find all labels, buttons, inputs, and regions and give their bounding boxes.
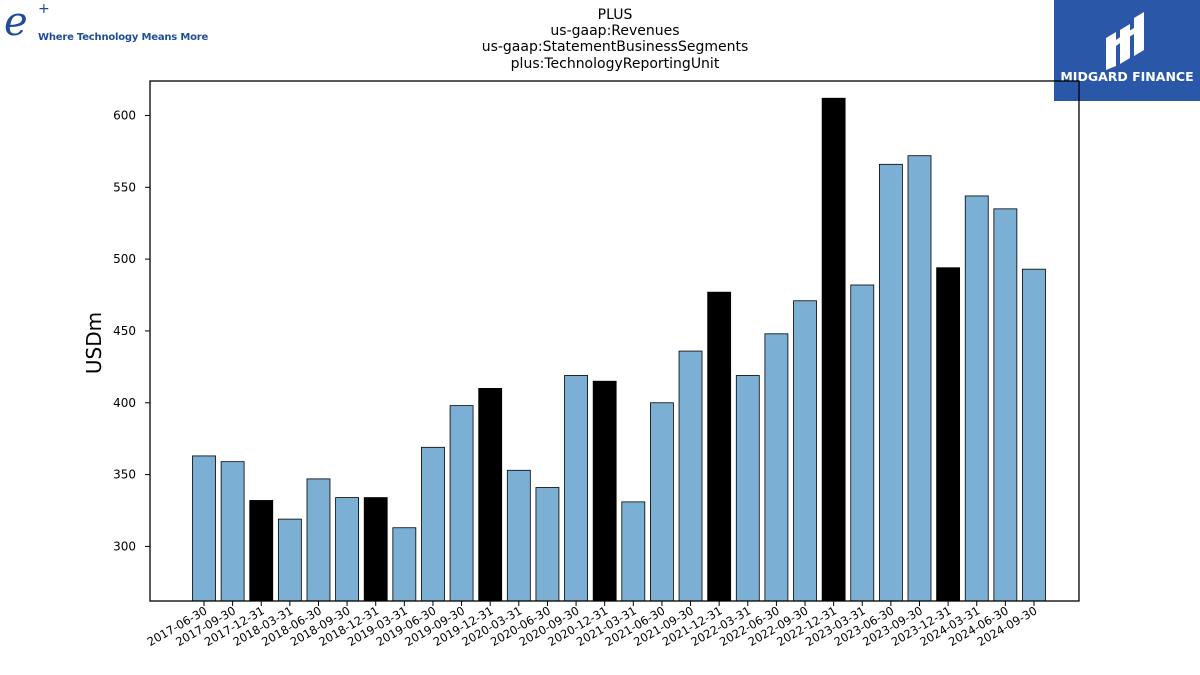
midgard-logo-icon (1106, 12, 1144, 70)
bar (306, 478, 331, 602)
bar (793, 300, 817, 602)
bar (192, 455, 216, 602)
midgard-brand-name: MIDGARD FINANCE (1060, 69, 1194, 84)
bar (764, 333, 789, 602)
bar (277, 518, 302, 602)
bar (1022, 268, 1046, 602)
y-tick-label: 600 (113, 108, 136, 122)
chart-title-line-1: PLUS (597, 7, 633, 23)
bar (478, 387, 503, 602)
bar (220, 461, 245, 602)
eplus-logo-mark: e (4, 0, 28, 45)
chart-title-line-4: plus:TechnologyReportingUnit (510, 56, 720, 72)
y-tick-label: 400 (113, 396, 136, 410)
y-tick-label: 450 (113, 324, 136, 338)
bar (621, 501, 646, 602)
bar (821, 97, 846, 602)
bar (449, 405, 474, 602)
bar (678, 350, 703, 602)
bar (735, 375, 760, 602)
eplus-logo: e + Where Technology Means More (4, 0, 208, 48)
y-tick-label: 500 (113, 252, 136, 266)
bar (363, 497, 388, 602)
bar (535, 487, 560, 602)
midgard-finance-logo: MIDGARD FINANCE (1054, 0, 1200, 101)
eplus-logo-tagline: Where Technology Means More (38, 32, 209, 43)
bar (564, 375, 588, 602)
bar (964, 195, 989, 602)
plot-frame (149, 80, 1080, 602)
y-axis-label: USDm (82, 312, 106, 374)
y-tick-label: 350 (113, 468, 136, 482)
bar (878, 163, 903, 602)
y-tick-label: 550 (113, 180, 136, 194)
bar (421, 446, 445, 602)
bar (707, 291, 732, 602)
bar (850, 284, 875, 602)
bar (993, 208, 1018, 602)
bar (335, 497, 360, 602)
bar (936, 267, 961, 602)
chart-title-line-2: us-gaap:Revenues (550, 23, 680, 39)
bar (392, 527, 417, 602)
bar (907, 155, 932, 602)
eplus-logo-plus: + (38, 1, 50, 17)
bar (592, 380, 617, 602)
bar (650, 402, 674, 602)
bar (249, 500, 274, 602)
bar (506, 469, 531, 602)
y-tick-label: 300 (113, 539, 136, 553)
chart-title-line-3: us-gaap:StatementBusinessSegments (481, 39, 749, 55)
